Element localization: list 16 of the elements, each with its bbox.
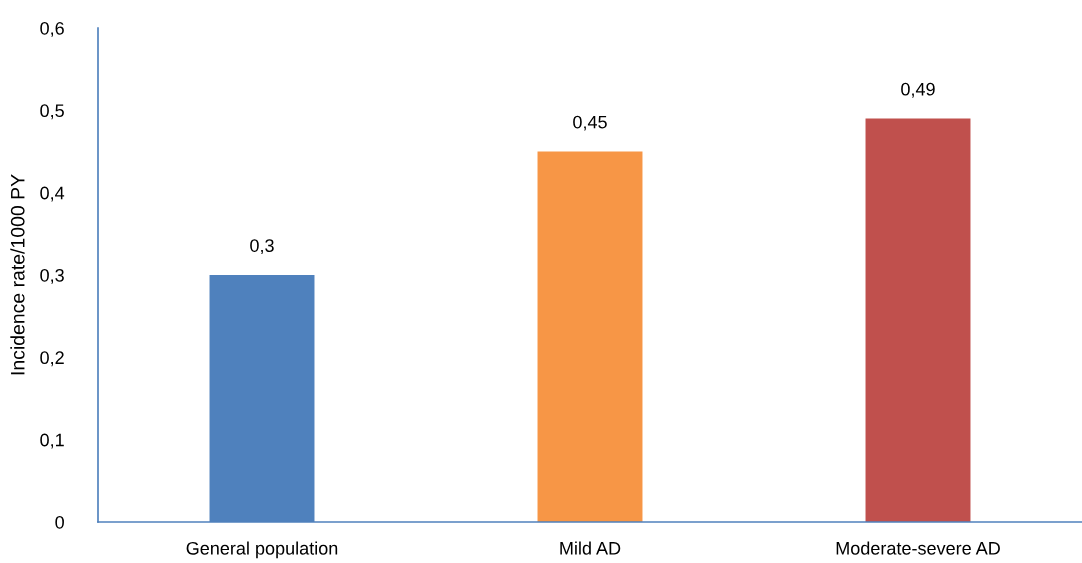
x-tick-label: Mild AD: [560, 541, 621, 555]
x-tick-label: Moderate-severe AD: [836, 541, 1000, 555]
data-label: 0,45: [573, 115, 607, 131]
x-tick-label: General population: [186, 541, 338, 559]
y-tick-label: 0,3: [40, 268, 64, 284]
y-tick-label: 0,2: [40, 351, 64, 367]
y-tick-label: 0,4: [40, 186, 65, 202]
bar: [865, 118, 971, 522]
y-tick-label: 0: [55, 515, 64, 529]
bar: [537, 151, 643, 522]
y-tick-label: 0,6: [40, 21, 64, 37]
data-label: 0,3: [250, 239, 274, 255]
y-tick-label: 0,1: [40, 433, 64, 449]
y-axis-title: Incidence rate/1000 PY: [10, 174, 25, 375]
y-tick-label: 0,5: [40, 104, 64, 120]
data-label: 0,49: [901, 82, 935, 98]
